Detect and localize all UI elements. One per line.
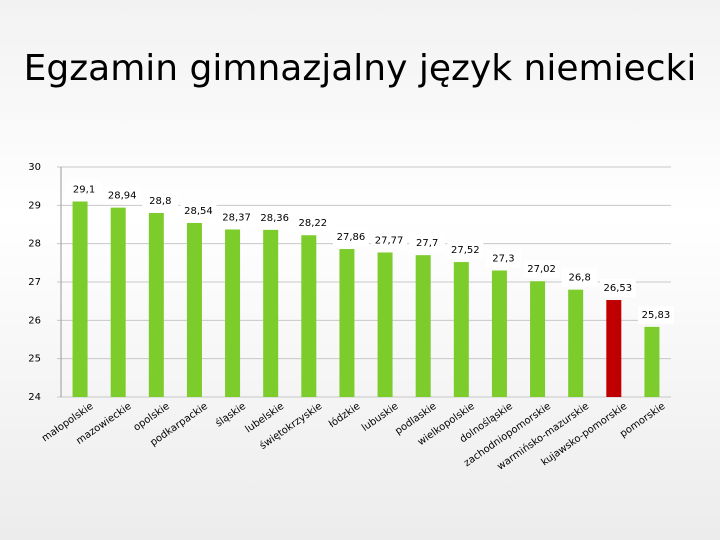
bar — [186, 222, 202, 397]
value-label-bg — [66, 180, 103, 199]
bar — [110, 207, 126, 397]
value-label-bg — [256, 208, 293, 227]
value-label: 27,52 — [451, 245, 480, 256]
bar — [301, 235, 317, 397]
y-tick-label: 28 — [28, 239, 41, 250]
value-label: 27,3 — [492, 254, 514, 265]
bar — [225, 229, 241, 397]
bar — [148, 213, 164, 397]
value-label-bg — [523, 260, 560, 279]
value-label-bg — [180, 201, 217, 220]
bar — [644, 326, 660, 397]
value-label: 28,8 — [149, 196, 171, 207]
value-label: 27,86 — [337, 232, 366, 243]
bar — [415, 255, 431, 397]
bar — [568, 289, 584, 397]
value-label-bg — [409, 234, 446, 253]
bar — [453, 262, 469, 397]
y-tick-label: 25 — [28, 354, 41, 365]
value-label-bg — [637, 305, 674, 324]
value-label: 26,53 — [603, 283, 632, 294]
value-label: 28,54 — [184, 206, 213, 217]
value-label: 28,37 — [222, 212, 251, 223]
value-label: 28,36 — [260, 213, 289, 224]
bar — [72, 201, 88, 397]
x-tick-label: śląskie — [213, 400, 248, 429]
bar — [606, 300, 622, 397]
value-label-bg — [142, 192, 179, 210]
y-tick-label: 26 — [28, 315, 41, 326]
bar — [377, 252, 393, 397]
y-tick-label: 30 — [28, 162, 41, 173]
x-tick-label: świętokrzyskie — [257, 400, 324, 452]
x-tick-label: łódzkie — [327, 400, 363, 430]
value-label-bg — [104, 186, 141, 205]
bar — [263, 229, 279, 397]
y-tick-label: 24 — [28, 392, 41, 403]
bar — [339, 249, 355, 397]
value-label: 27,7 — [416, 238, 438, 249]
bar — [530, 281, 546, 397]
value-label-bg — [485, 249, 522, 268]
value-label-bg — [447, 241, 484, 260]
value-label: 29,1 — [73, 185, 95, 196]
value-label: 26,8 — [569, 273, 591, 284]
value-label: 27,02 — [527, 264, 556, 275]
value-label: 25,83 — [642, 310, 671, 321]
chart-title: Egzamin gimnazjalny język niemiecki — [24, 48, 697, 89]
value-label: 28,94 — [108, 191, 137, 202]
value-label-bg — [371, 231, 408, 250]
bar — [491, 270, 507, 397]
value-label: 27,77 — [375, 235, 404, 246]
value-label-bg — [332, 228, 369, 247]
value-label-bg — [561, 268, 598, 287]
y-tick-label: 27 — [28, 277, 41, 288]
y-tick-label: 29 — [28, 200, 41, 211]
value-label-bg — [218, 208, 255, 227]
value-label-bg — [599, 279, 636, 298]
value-label: 28,22 — [298, 218, 327, 229]
value-label-bg — [294, 214, 331, 233]
